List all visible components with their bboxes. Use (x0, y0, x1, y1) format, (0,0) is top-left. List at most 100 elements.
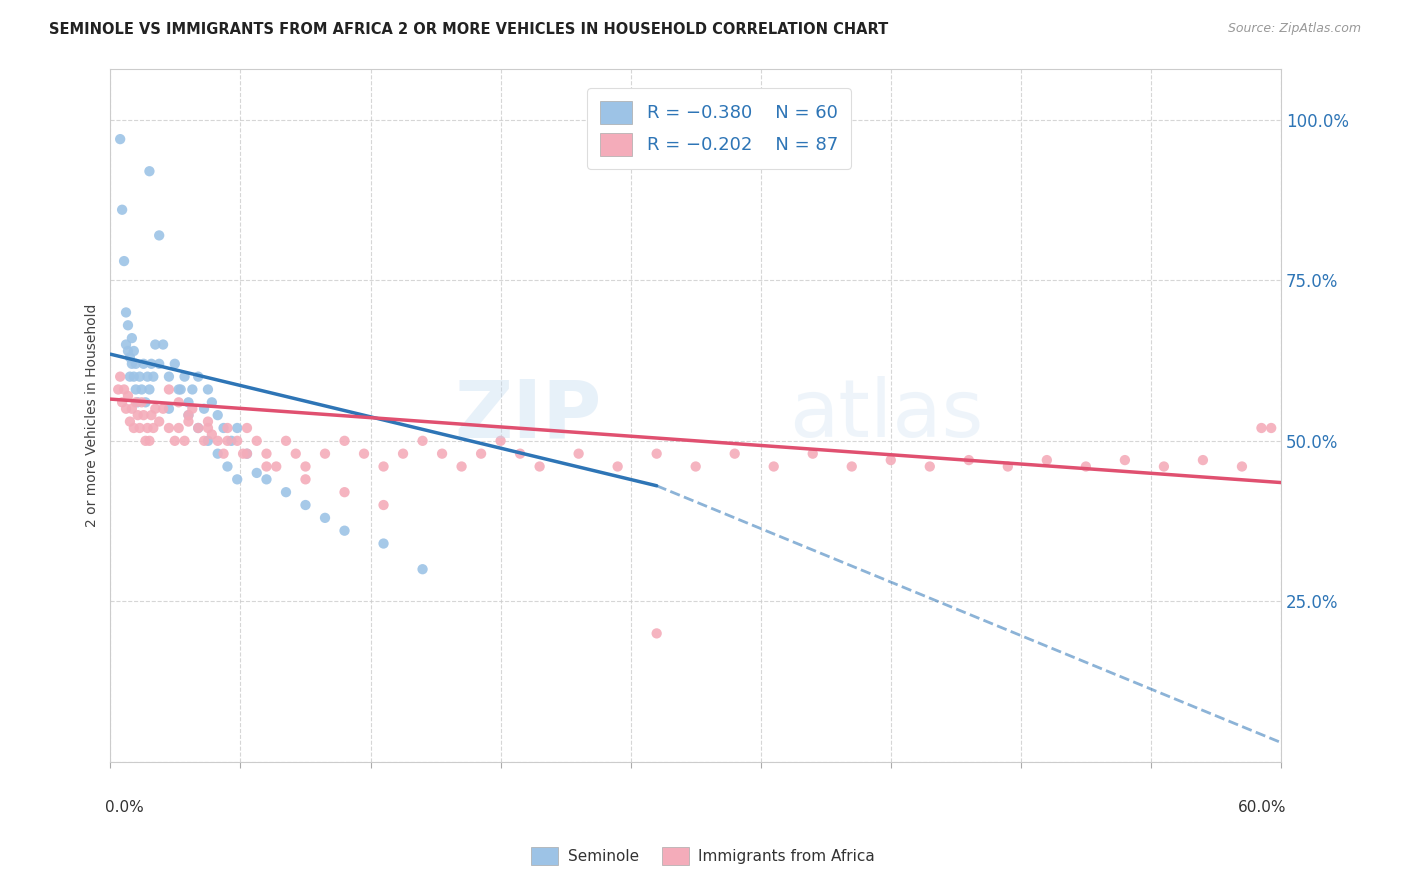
Point (645, 447, 668, 461)
Point (187, 421, 209, 435)
Point (217, 421, 239, 435)
Point (127, 408, 149, 422)
Point (177, 408, 200, 422)
Point (294, 472, 316, 486)
Point (232, 447, 254, 461)
Point (212, 447, 235, 461)
Point (294, 498, 316, 512)
Point (226, 472, 249, 486)
Point (314, 511, 336, 525)
Point (246, 434, 269, 448)
Legend: R = −0.380    N = 60, R = −0.202    N = 87: R = −0.380 N = 60, R = −0.202 N = 87 (588, 88, 851, 169)
Legend: Seminole, Immigrants from Africa: Seminole, Immigrants from Africa (524, 841, 882, 871)
Point (181, 383, 204, 397)
Text: SEMINOLE VS IMMIGRANTS FROM AFRICA 2 OR MORE VEHICLES IN HOUSEHOLD CORRELATION C: SEMINOLE VS IMMIGRANTS FROM AFRICA 2 OR … (49, 22, 889, 37)
Point (392, 447, 415, 461)
Point (142, 421, 165, 435)
Point (136, 421, 159, 435)
Text: 60.0%: 60.0% (1239, 800, 1286, 815)
Point (167, 383, 190, 397)
Point (115, 401, 138, 416)
Point (217, 459, 239, 474)
Point (117, 389, 139, 403)
Point (489, 434, 512, 448)
Point (143, 401, 166, 416)
Point (111, 395, 134, 409)
Point (193, 434, 215, 448)
Point (226, 421, 249, 435)
Point (997, 459, 1019, 474)
Point (246, 466, 269, 480)
Point (187, 369, 209, 384)
Point (107, 383, 129, 397)
Point (1074, 459, 1097, 474)
Y-axis label: 2 or more Vehicles in Household: 2 or more Vehicles in Household (86, 303, 100, 527)
Point (236, 447, 259, 461)
Point (131, 383, 153, 397)
Point (236, 447, 259, 461)
Point (197, 383, 219, 397)
Point (841, 459, 863, 474)
Point (138, 434, 160, 448)
Point (163, 357, 186, 371)
Point (333, 434, 356, 448)
Point (135, 395, 157, 409)
Point (373, 459, 395, 474)
Point (128, 421, 150, 435)
Point (173, 434, 195, 448)
Point (201, 427, 224, 442)
Point (125, 357, 148, 371)
Point (509, 447, 531, 461)
Point (141, 357, 163, 371)
Point (125, 395, 148, 409)
Point (125, 383, 148, 397)
Point (122, 421, 145, 435)
Point (373, 536, 395, 550)
Point (157, 421, 180, 435)
Point (880, 453, 903, 467)
Point (187, 421, 209, 435)
Point (197, 415, 219, 429)
Point (217, 434, 239, 448)
Point (163, 434, 186, 448)
Text: ZIP: ZIP (454, 376, 602, 454)
Point (135, 434, 157, 448)
Point (1114, 453, 1136, 467)
Point (801, 447, 824, 461)
Point (108, 369, 131, 384)
Text: atlas: atlas (789, 376, 984, 454)
Point (148, 415, 170, 429)
Point (115, 305, 138, 319)
Point (529, 459, 551, 474)
Point (274, 434, 297, 448)
Point (333, 485, 356, 500)
Point (157, 369, 180, 384)
Point (121, 331, 143, 345)
Point (1036, 453, 1059, 467)
Point (122, 369, 145, 384)
Point (197, 421, 219, 435)
Point (226, 434, 249, 448)
Point (353, 447, 375, 461)
Point (1250, 421, 1272, 435)
Point (177, 395, 200, 409)
Point (131, 395, 153, 409)
Point (606, 459, 628, 474)
Point (294, 459, 316, 474)
Point (1260, 421, 1282, 435)
Point (181, 401, 204, 416)
Point (111, 202, 134, 217)
Point (152, 401, 174, 416)
Point (177, 408, 200, 422)
Point (1230, 459, 1253, 474)
Point (568, 447, 591, 461)
Point (284, 447, 307, 461)
Point (412, 562, 434, 576)
Point (112, 254, 135, 268)
Point (201, 395, 224, 409)
Point (136, 369, 159, 384)
Point (724, 447, 747, 461)
Point (121, 401, 143, 416)
Point (143, 337, 166, 351)
Point (212, 421, 235, 435)
